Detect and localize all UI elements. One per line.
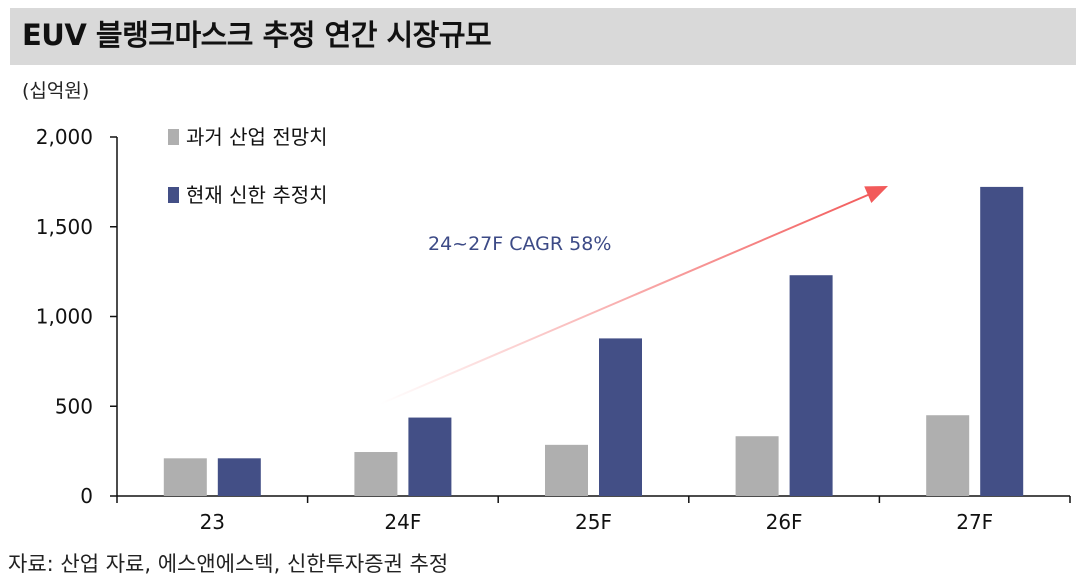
unit-label: (십억원) (22, 80, 90, 102)
bar-current-estimate (599, 338, 642, 496)
growth-arrow-line (379, 190, 877, 405)
growth-arrowhead-icon (864, 186, 888, 203)
legend-swatch (168, 129, 179, 145)
bar-past-forecast (354, 452, 398, 496)
bar-current-estimate (217, 458, 261, 496)
bar-past-forecast (926, 415, 970, 496)
y-tick-label: 0 (80, 484, 93, 508)
bar-past-forecast (735, 436, 779, 496)
source-note: 자료: 산업 자료, 에스앤에스텍, 신한투자증권 추정 (8, 552, 449, 576)
y-tick-label: 1,000 (36, 305, 93, 329)
bar-current-estimate (408, 417, 452, 496)
x-tick-label: 26F (766, 510, 803, 534)
legend-label: 과거 산업 전망치 (186, 125, 328, 149)
y-tick-label: 500 (55, 394, 93, 418)
bar-current-estimate (789, 275, 833, 496)
x-tick-label: 27F (956, 510, 993, 534)
cagr-annotation: 24~27F CAGR 58% (428, 233, 611, 255)
bar-past-forecast (163, 458, 207, 496)
chart-title: EUV 블랭크마스크 추정 연간 시장규모 (22, 18, 492, 52)
x-tick-label: 24F (384, 510, 421, 534)
bar-current-estimate (980, 186, 1024, 496)
y-tick-label: 1,500 (36, 215, 93, 239)
legend-swatch (168, 187, 179, 203)
legend-label: 현재 신한 추정치 (186, 183, 328, 207)
x-tick-label: 23 (200, 510, 225, 534)
x-tick-label: 25F (575, 510, 612, 534)
title-bar (10, 8, 1076, 65)
bar-past-forecast (545, 444, 588, 496)
y-tick-label: 2,000 (36, 125, 93, 149)
